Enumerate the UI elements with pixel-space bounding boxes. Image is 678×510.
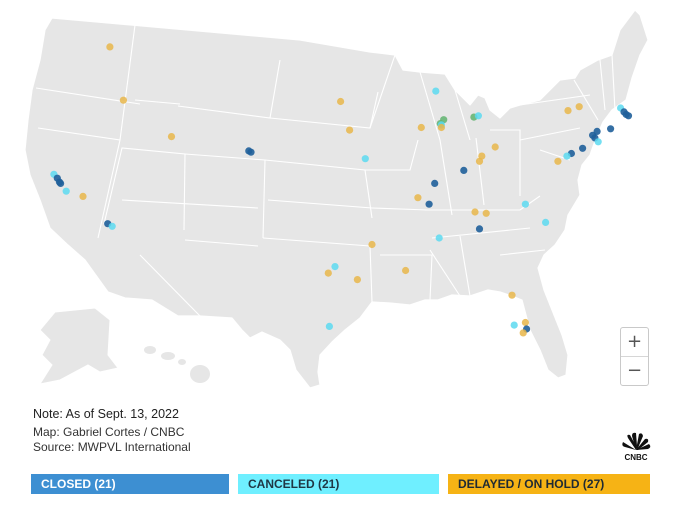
marker-closed[interactable] bbox=[607, 125, 615, 133]
marker-closed[interactable] bbox=[425, 200, 433, 208]
marker-delayed[interactable] bbox=[564, 107, 572, 115]
us-map[interactable] bbox=[0, 0, 678, 400]
marker-canceled[interactable] bbox=[521, 200, 530, 208]
marker-canceled[interactable] bbox=[435, 234, 443, 242]
marker-closed[interactable] bbox=[475, 225, 484, 233]
marker-canceled[interactable] bbox=[594, 138, 602, 146]
svg-text:CNBC: CNBC bbox=[624, 453, 647, 462]
marker-delayed[interactable] bbox=[471, 208, 479, 216]
marker-closed[interactable] bbox=[431, 179, 439, 187]
marker-closed[interactable] bbox=[247, 148, 255, 156]
cnbc-logo: CNBC bbox=[622, 432, 651, 462]
marker-delayed[interactable] bbox=[482, 209, 490, 217]
marker-delayed[interactable] bbox=[119, 96, 127, 104]
us-land bbox=[24, 9, 649, 389]
legend-closed[interactable]: CLOSED (21) bbox=[31, 474, 229, 494]
marker-delayed[interactable] bbox=[346, 126, 354, 134]
map-notes: Note: As of Sept. 13, 2022 Map: Gabriel … bbox=[33, 407, 191, 455]
marker-delayed[interactable] bbox=[437, 123, 445, 132]
marker-delayed[interactable] bbox=[368, 240, 376, 249]
legend-canceled[interactable]: CANCELED (21) bbox=[238, 474, 439, 494]
zoom-control: + − bbox=[620, 327, 649, 386]
marker-delayed[interactable] bbox=[519, 329, 527, 337]
marker-delayed[interactable] bbox=[508, 291, 516, 299]
marker-closed[interactable] bbox=[579, 144, 587, 152]
map-credit: Map: Gabriel Cortes / CNBC bbox=[33, 425, 185, 439]
alaska-inset bbox=[38, 307, 119, 385]
marker-canceled[interactable] bbox=[62, 187, 70, 195]
marker-canceled[interactable] bbox=[542, 218, 550, 226]
marker-delayed[interactable] bbox=[167, 133, 176, 141]
marker-canceled[interactable] bbox=[510, 321, 518, 329]
zoom-out-button[interactable]: − bbox=[626, 360, 643, 381]
marker-delayed[interactable] bbox=[337, 97, 345, 106]
marker-canceled[interactable] bbox=[474, 112, 482, 120]
marker-delayed[interactable] bbox=[402, 266, 410, 275]
zoom-in-button[interactable]: + bbox=[621, 328, 648, 357]
marker-closed[interactable] bbox=[57, 179, 65, 187]
marker-canceled[interactable] bbox=[331, 263, 339, 271]
hawaii-inset bbox=[144, 346, 210, 383]
marker-canceled[interactable] bbox=[361, 155, 369, 163]
source-note: Source: MWPVL International bbox=[33, 440, 191, 454]
marker-delayed[interactable] bbox=[106, 43, 114, 51]
marker-delayed[interactable] bbox=[575, 103, 583, 111]
marker-closed[interactable] bbox=[624, 112, 633, 120]
marker-delayed[interactable] bbox=[491, 143, 499, 151]
legend-delayed[interactable]: DELAYED / ON HOLD (27) bbox=[448, 474, 650, 494]
marker-delayed[interactable] bbox=[79, 192, 87, 200]
marker-closed[interactable] bbox=[460, 166, 468, 174]
date-note: Note: As of Sept. 13, 2022 bbox=[33, 407, 179, 421]
warehouse-markers bbox=[50, 43, 633, 337]
marker-delayed[interactable] bbox=[414, 194, 422, 202]
marker-canceled[interactable] bbox=[108, 222, 116, 230]
marker-delayed[interactable] bbox=[521, 318, 530, 327]
marker-delayed[interactable] bbox=[353, 276, 361, 284]
marker-canceled[interactable] bbox=[325, 322, 333, 330]
marker-delayed[interactable] bbox=[475, 157, 484, 165]
marker-delayed[interactable] bbox=[324, 269, 332, 277]
marker-delayed[interactable] bbox=[417, 123, 425, 132]
state-borders bbox=[35, 24, 616, 317]
marker-canceled[interactable] bbox=[432, 87, 440, 95]
marker-canceled[interactable] bbox=[563, 152, 571, 160]
marker-delayed[interactable] bbox=[554, 157, 562, 165]
